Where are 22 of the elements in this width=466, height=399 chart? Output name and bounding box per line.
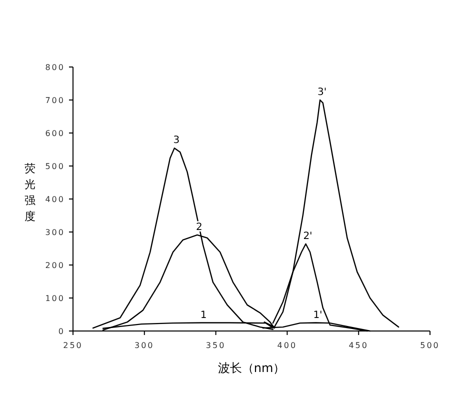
x-axis-title: 波长（nm） [218, 361, 286, 375]
x-tick-label: 400 [277, 341, 298, 350]
x-tick-label: 250 [63, 341, 83, 350]
series-label: 3 [173, 135, 180, 146]
x-tick-label: 500 [420, 341, 440, 350]
series-label: 1 [200, 310, 207, 321]
y-tick-label: 200 [45, 261, 65, 270]
y-tick-label: 700 [45, 96, 65, 105]
y-tick-label: 100 [45, 294, 65, 303]
series-label: 3' [317, 87, 327, 98]
x-tick-label: 350 [206, 341, 226, 350]
y-tick-label: 800 [45, 63, 65, 72]
y-tick-label: 0 [58, 327, 65, 336]
series-label: 2' [303, 230, 312, 242]
y-tick-label: 600 [45, 129, 65, 138]
x-tick-label: 450 [348, 341, 368, 350]
x-tick-label: 300 [134, 341, 154, 350]
y-tick-label: 400 [45, 195, 65, 204]
y-tick-label: 300 [45, 228, 65, 237]
y-axis-title: 荧光强度 [24, 162, 36, 223]
series-label: 1' [313, 310, 322, 321]
y-tick-label: 500 [45, 162, 65, 171]
